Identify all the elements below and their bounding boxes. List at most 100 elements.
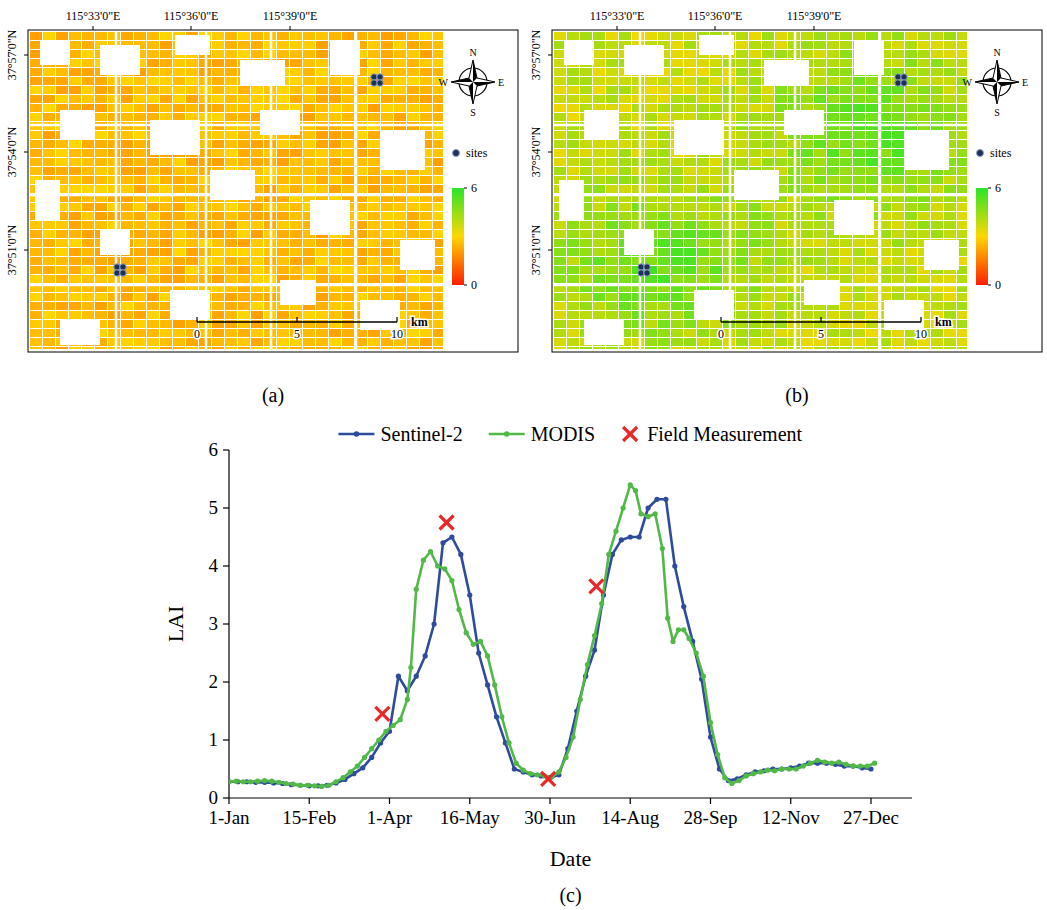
field-cell (801, 32, 813, 40)
field-cell (212, 275, 224, 283)
field-cell (866, 158, 878, 166)
road (30, 284, 444, 287)
field-cell (316, 131, 328, 139)
field-cell (134, 131, 146, 139)
field-cell (697, 176, 709, 184)
field-cell (840, 32, 852, 40)
field-cell (593, 140, 605, 148)
field-cell (277, 140, 289, 148)
field-cell (290, 203, 302, 211)
field-cell (56, 239, 68, 247)
field-cell (684, 50, 696, 58)
field-cell (433, 275, 443, 283)
field-cell (944, 50, 956, 58)
field-cell (433, 149, 443, 157)
field-cell (554, 32, 566, 40)
field-cell (251, 293, 263, 301)
field-cell (840, 158, 852, 166)
field-cell (212, 68, 224, 76)
field-cell (606, 176, 618, 184)
field-cell (69, 293, 81, 301)
field-cell (173, 104, 185, 112)
field-cell (420, 41, 432, 49)
field-cell (108, 293, 120, 301)
field-cell (407, 104, 419, 112)
field-cell (329, 320, 341, 328)
field-cell (186, 68, 198, 76)
field-cell (238, 221, 250, 229)
field-cell (420, 347, 432, 349)
field-cell (892, 86, 904, 94)
field-cell (43, 140, 55, 148)
field-cell (160, 230, 172, 238)
label: 37°51'0"N (5, 224, 19, 275)
field-cell (420, 59, 432, 67)
field-cell (108, 203, 120, 211)
field-cell (420, 212, 432, 220)
field-cell (56, 311, 68, 319)
field-cell (316, 41, 328, 49)
field-cell (684, 68, 696, 76)
field-cell (173, 347, 185, 349)
field-cell (290, 50, 302, 58)
field-cell (30, 104, 42, 112)
field-cell (710, 212, 722, 220)
field-cell (710, 68, 722, 76)
field-cell (251, 50, 263, 58)
field-cell (121, 320, 133, 328)
field-cell (697, 158, 709, 166)
field-cell (147, 275, 159, 283)
field-cell (82, 59, 94, 67)
field-cell (554, 230, 566, 238)
field-cell (368, 212, 380, 220)
field-cell (121, 311, 133, 319)
site-marker (377, 74, 383, 80)
field-cell (303, 239, 315, 247)
field-cell (147, 32, 159, 40)
field-cell (827, 131, 839, 139)
field-cell (944, 230, 956, 238)
field-cell (567, 140, 579, 148)
field-cell (814, 68, 826, 76)
field-cell (82, 32, 94, 40)
field-cell (43, 221, 55, 229)
field-cell (606, 68, 618, 76)
field-cell (931, 221, 943, 229)
field-cell (134, 266, 146, 274)
field-cell (944, 104, 956, 112)
field-cell (671, 59, 683, 67)
field-cell (567, 131, 579, 139)
non-crop-area (60, 320, 100, 345)
field-cell (147, 113, 159, 121)
field-cell (368, 329, 380, 337)
field-cell (840, 131, 852, 139)
field-cell (225, 311, 237, 319)
field-cell (593, 59, 605, 67)
field-cell (225, 140, 237, 148)
field-cell (316, 149, 328, 157)
field-cell (316, 77, 328, 85)
field-cell (892, 59, 904, 67)
field-cell (290, 221, 302, 229)
field-cell (840, 239, 852, 247)
colorbar (452, 188, 464, 285)
field-cell (801, 212, 813, 220)
field-cell (433, 113, 443, 121)
field-cell (619, 86, 631, 94)
field-cell (394, 113, 406, 121)
site-marker (371, 80, 377, 86)
field-cell (251, 221, 263, 229)
field-cell (671, 176, 683, 184)
field-cell (931, 212, 943, 220)
map-panel: 115°33'0"E115°36'0"E115°39'0"E37°57'0"N3… (529, 9, 1042, 407)
field-cell (30, 239, 42, 247)
field-cell (606, 86, 618, 94)
field-cell (407, 185, 419, 193)
compass-star-fill (451, 60, 495, 104)
field-cell (580, 167, 592, 175)
field-cell (554, 221, 566, 229)
field-cell (342, 293, 354, 301)
scale-tick (296, 317, 297, 322)
field-cell (671, 77, 683, 85)
field-cell (82, 68, 94, 76)
